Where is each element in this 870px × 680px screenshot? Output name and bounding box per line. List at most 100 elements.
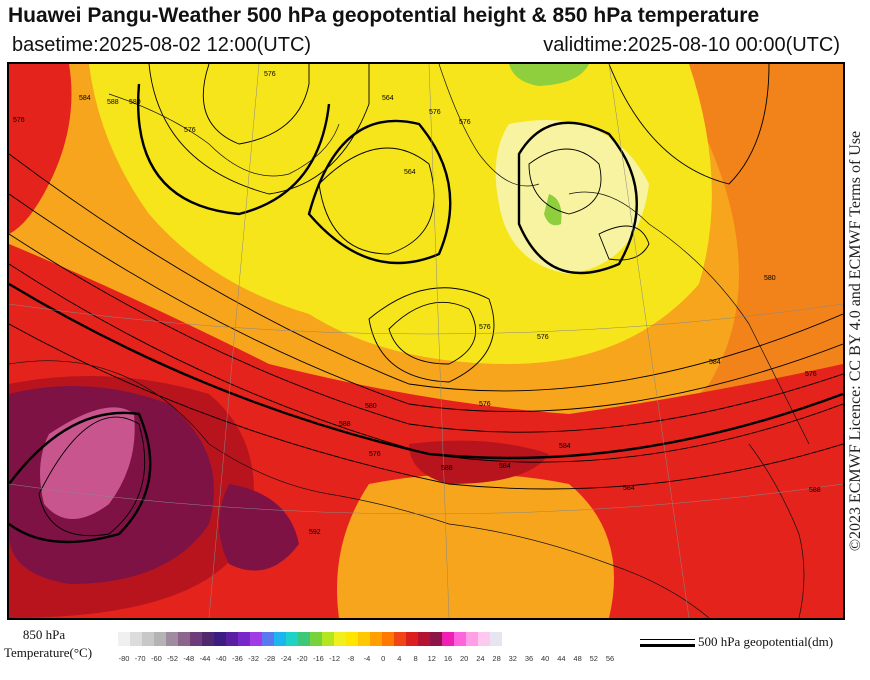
colorbar-tick-label: -20 — [296, 654, 308, 663]
colorbar-swatch — [154, 632, 166, 646]
colorbar-tick-label: -12 — [329, 654, 341, 663]
contour-label: 576 — [264, 71, 276, 78]
colorbar-tick-label: 32 — [508, 654, 517, 663]
colorbar-swatch — [214, 632, 226, 646]
colorbar-swatch — [394, 632, 406, 646]
colorbar-tick-label: -24 — [280, 654, 292, 663]
contour-label: 580 — [764, 275, 776, 282]
contour-label: 592 — [309, 529, 321, 536]
colorbar-swatch — [406, 632, 418, 646]
colorbar-swatch — [418, 632, 430, 646]
colorbar-tick-label: -70 — [134, 654, 146, 663]
geopotential-contours-thin — [9, 64, 843, 537]
colorbar-tick-label: 0 — [381, 654, 386, 663]
contour-label: 580 — [365, 403, 377, 410]
contour-label: 588 — [809, 487, 821, 494]
colorbar-tick-label: -4 — [363, 654, 371, 663]
colorbar-tick-label: -36 — [231, 654, 243, 663]
contour-label: 576 — [459, 119, 471, 126]
colorbar-tick-label: 48 — [573, 654, 582, 663]
contour-label: 584 — [499, 463, 511, 470]
colorbar-swatch — [286, 632, 298, 646]
basetime-label: basetime:2025-08-02 12:00(UTC) — [12, 34, 312, 56]
contour-label: 576 — [479, 401, 491, 408]
colorbar-swatch — [262, 632, 274, 646]
colorbar-tick-label: -40 — [215, 654, 227, 663]
colorbar-swatch — [310, 632, 322, 646]
colorbar-tick-label: -60 — [150, 654, 162, 663]
contour-label: 564 — [382, 95, 394, 102]
contour-label: 580 — [129, 99, 141, 106]
temperature-field-cold-green — [509, 64, 589, 86]
contour-label: 576 — [429, 109, 441, 116]
colorbar-tick-label: -80 — [118, 654, 130, 663]
colorbar-swatch — [226, 632, 238, 646]
temperature-colorbar — [118, 632, 502, 646]
colorbar-swatch — [238, 632, 250, 646]
colorbar-swatch — [274, 632, 286, 646]
contour-label: 576 — [369, 451, 381, 458]
colorbar-swatch — [442, 632, 454, 646]
colorbar-swatch — [346, 632, 358, 646]
colorbar-tick-label: 12 — [427, 654, 436, 663]
contour-labels: 576 584 588 576 576 564 576 576 564 576 … — [13, 71, 821, 536]
colorbar-swatch — [322, 632, 334, 646]
validtime-label: validtime:2025-08-10 00:00(UTC) — [543, 34, 840, 56]
temperature-field-cool-core — [286, 92, 454, 266]
contour-label: 588 — [441, 465, 453, 472]
colorbar-tick-label: 36 — [524, 654, 534, 663]
colorbar-tick-label: -16 — [312, 654, 324, 663]
contour-label: 584 — [623, 485, 635, 492]
colorbar-swatch — [466, 632, 478, 646]
geopotential-legend-label: 500 hPa geopotential(dm) — [698, 634, 834, 649]
contour-label: 588 — [107, 99, 119, 106]
colorbar-tick-label: -48 — [183, 654, 195, 663]
colorbar-swatch — [334, 632, 346, 646]
temperature-field-very-hot-2 — [219, 484, 299, 571]
contour-label: 584 — [79, 95, 91, 102]
colorbar-tick-label: 40 — [541, 654, 550, 663]
contour-label: 576 — [805, 371, 817, 378]
contour-label: 576 — [537, 334, 549, 341]
geopotential-legend: 500 hPa geopotential(dm) — [640, 634, 833, 650]
colorbar-swatch — [430, 632, 442, 646]
colorbar-swatch — [478, 632, 490, 646]
geopotential-legend-lines — [640, 639, 695, 647]
colorbar-tick-label: 20 — [460, 654, 469, 663]
licence-text-container: ©2023 ECMWF Licence: CC BY 4.0 and ECMWF… — [844, 62, 868, 620]
colorbar-tick-label: 44 — [557, 654, 566, 663]
colorbar-tick-label: 56 — [605, 654, 615, 663]
colorbar-swatch — [202, 632, 214, 646]
colorbar-tick-label: 4 — [397, 654, 402, 663]
colorbar-tick-label: -32 — [248, 654, 260, 663]
temperature-field-plateau — [337, 474, 614, 618]
contour-label: 584 — [709, 359, 721, 366]
colorbar-tick-label: -8 — [347, 654, 355, 663]
colorbar-swatch — [250, 632, 262, 646]
colorbar-tick-label: -44 — [199, 654, 211, 663]
contour-label: 576 — [479, 324, 491, 331]
colorbar-swatch — [130, 632, 142, 646]
colorbar-tick-label: -28 — [264, 654, 276, 663]
temperature-field-cold-green-2 — [544, 194, 562, 226]
colorbar-swatch — [358, 632, 370, 646]
colorbar-tick-label: 8 — [413, 654, 418, 663]
graticule — [9, 64, 843, 618]
temperature-legend-label: 850 hPa Temperature(°C) — [4, 626, 93, 662]
contour-label: 576 — [184, 127, 196, 134]
colorbar-tick-label: 52 — [589, 654, 598, 663]
contour-label: 588 — [339, 421, 351, 428]
temperature-legend-line1: 850 hPa — [22, 627, 66, 642]
colorbar-swatch — [190, 632, 202, 646]
contour-label: 584 — [559, 443, 571, 450]
colorbar-tick-label: 28 — [492, 654, 501, 663]
colorbar-swatch — [118, 632, 130, 646]
temperature-legend-line2: Temperature(°C) — [4, 645, 93, 660]
geopotential-contours-thick — [9, 83, 843, 544]
colorbar-swatch — [142, 632, 154, 646]
temperature-field-cold-pool — [495, 120, 649, 274]
colorbar-swatch — [298, 632, 310, 646]
colorbar-swatch — [166, 632, 178, 646]
chart-title: Huawei Pangu-Weather 500 hPa geopotentia… — [8, 4, 760, 27]
colorbar-swatch — [178, 632, 190, 646]
